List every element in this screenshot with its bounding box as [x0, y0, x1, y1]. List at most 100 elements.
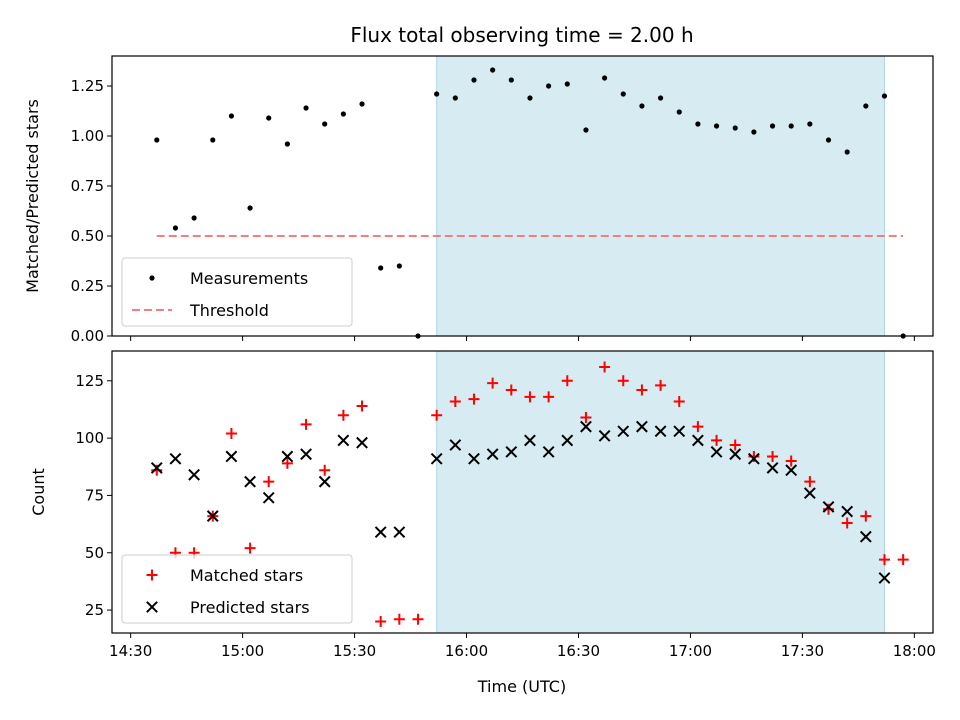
bottom-series-0-point [655, 379, 667, 391]
bottom-series-0-point [841, 517, 853, 529]
top-series-0-point [471, 77, 477, 83]
bottom-series-0-point [375, 616, 387, 628]
bottom-series-0-point [449, 395, 461, 407]
bottom-series-1-point [300, 448, 312, 461]
top-y-tick-label: 0.75 [71, 177, 104, 195]
bottom-series-1-point [673, 425, 686, 438]
bottom-series-1-point [785, 464, 798, 477]
top-legend-marker [149, 275, 155, 281]
top-series-0-point [303, 105, 309, 111]
bottom-y-tick-label: 25 [85, 601, 104, 619]
bottom-legend-box [121, 554, 353, 624]
bottom-series-1-point [225, 450, 238, 463]
bottom-series-0-point [767, 450, 779, 462]
top-series-0-point [825, 137, 832, 143]
bottom-series-0-point [225, 428, 237, 440]
chart-title: Flux total observing time = 2.00 h [350, 23, 693, 47]
bottom-y-tick-label: 125 [75, 372, 104, 390]
bottom-series-0-point [636, 384, 648, 396]
top-series-0-point [844, 149, 850, 155]
bottom-y-tick-label: 75 [85, 486, 104, 504]
bottom-series-0-point [860, 510, 872, 522]
bottom-series-1-point [710, 445, 723, 458]
top-y-tick-label: 1.25 [71, 77, 104, 95]
bottom-series-0-point [692, 421, 704, 433]
bottom-series-1-point [169, 452, 182, 465]
bottom-series-1-point [430, 452, 443, 465]
bottom-series-0-point [487, 377, 499, 389]
top-series-0-point [322, 121, 328, 127]
bottom-series-1-point [262, 491, 275, 504]
top-series-0-point [751, 129, 757, 135]
top-series-0-point [434, 91, 440, 97]
bottom-series-0-point [711, 434, 723, 446]
bottom-series-1-point [206, 510, 219, 522]
top-series-0-point [769, 123, 776, 129]
bottom-x-tick-label: 17:30 [781, 642, 824, 660]
top-legend-label: Measurements [190, 269, 308, 288]
bottom-x-tick-label: 14:30 [109, 642, 152, 660]
bottom-series-1-point [859, 530, 872, 543]
top-series-0-point [732, 125, 738, 131]
bottom-series-0-point [878, 554, 890, 566]
bottom-series-0-point [244, 542, 256, 554]
bottom-legend: Matched stars Predicted stars [121, 554, 353, 624]
top-series-0-point [788, 123, 794, 129]
top-series-0-point [191, 215, 197, 221]
bottom-series-1-point [636, 420, 648, 433]
bottom-series-1-point [505, 445, 518, 458]
top-series-0-point [657, 95, 664, 101]
x-axis-label: Time (UTC) [477, 677, 566, 696]
bottom-series-0-point [729, 439, 741, 451]
bottom-series-1-point [822, 500, 835, 513]
bottom-series-0-point [468, 393, 480, 405]
top-y-tick-label: 0.25 [71, 277, 104, 295]
top-legend-box [121, 257, 353, 327]
bottom-axes-frame [111, 350, 934, 634]
bottom-series-1-point [374, 526, 387, 539]
bottom-series-1-point [747, 452, 760, 465]
bottom-series-0-point [337, 409, 349, 421]
bottom-series-1-point [878, 572, 891, 584]
bottom-series-0-point [319, 464, 331, 476]
top-series-0-point [881, 93, 888, 99]
bottom-series-0-point [561, 375, 573, 387]
top-y-tick-label: 0.00 [71, 327, 104, 345]
top-series-0-point [863, 103, 869, 109]
top-highlight-span [436, 56, 885, 336]
top-series-0-point [564, 81, 570, 87]
top-legend: Measurements Threshold [121, 257, 353, 327]
top-series-0-point [359, 101, 365, 107]
top-series-0-point [266, 115, 272, 121]
top-series-0-point [378, 265, 384, 271]
bottom-series-0-point [263, 476, 275, 488]
bottom-x-tick-label: 16:00 [445, 642, 488, 660]
bottom-series-1-point [486, 448, 499, 461]
top-series-0-point [527, 95, 533, 101]
bottom-highlight-span [436, 351, 885, 633]
top-y-tick-label: 1.00 [71, 127, 104, 145]
bottom-series-1-point [356, 436, 368, 449]
bottom-series-0-point [617, 375, 629, 387]
bottom-series-1-point [449, 439, 462, 451]
bottom-y-axis-label: Count [29, 468, 48, 516]
bottom-series-1-point [150, 462, 163, 474]
bottom-series-1-point [617, 425, 630, 438]
bottom-series-0-point [785, 455, 797, 467]
top-y-axis-label: Matched/Predicted stars [23, 99, 42, 293]
bottom-panel: 25 50 75 100 125 14:30 15:00 15:30 16:00 16:30 17:… [75, 350, 936, 660]
top-axes-frame [111, 55, 934, 337]
bottom-x-tick-label: 17:00 [669, 642, 712, 660]
bottom-series-0-point [393, 613, 405, 625]
bottom-series-0-point [524, 391, 536, 403]
bottom-series-0-point [300, 418, 312, 430]
top-series-0-point [639, 103, 645, 109]
bottom-series-1-point [542, 445, 555, 458]
bottom-series-0-point [599, 361, 611, 373]
top-legend-label: Threshold [189, 301, 269, 320]
bottom-series-1-point [598, 429, 611, 442]
top-series-0-point [210, 137, 216, 143]
bottom-series-0-point [543, 391, 555, 403]
bottom-y-tick-label: 50 [85, 544, 104, 562]
